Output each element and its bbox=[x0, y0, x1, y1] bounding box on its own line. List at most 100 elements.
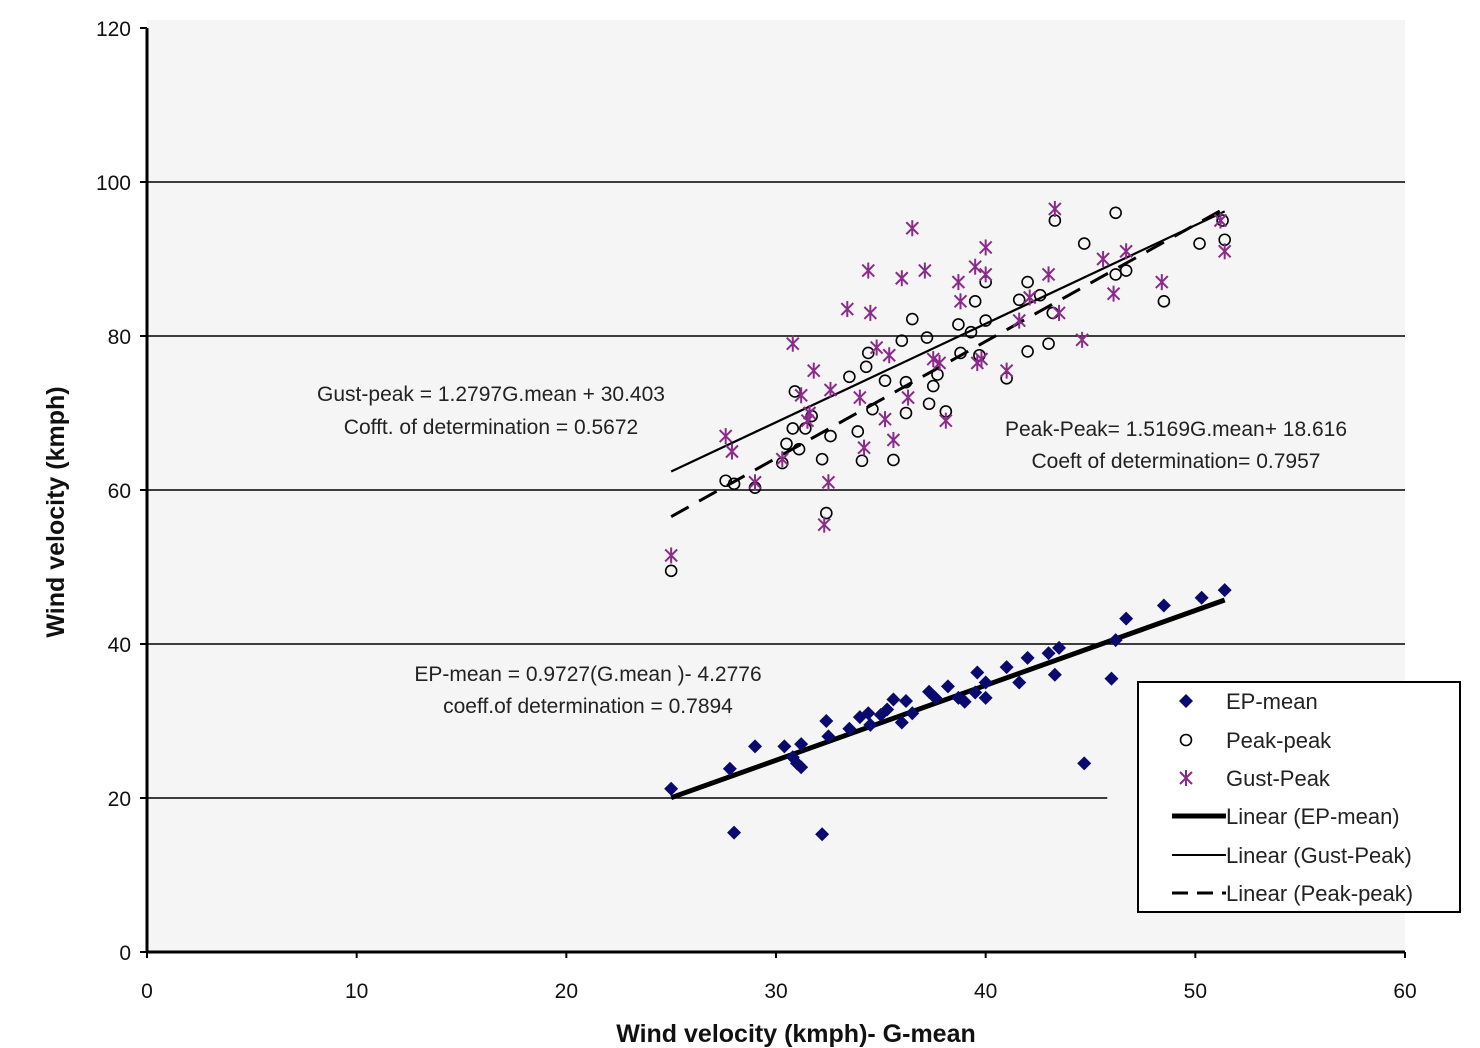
y-tick-label: 20 bbox=[108, 788, 131, 811]
ep-mean-point bbox=[999, 660, 1014, 675]
gust-peak-point bbox=[725, 443, 739, 460]
gust-peak-point bbox=[901, 389, 915, 406]
y-tick-labels: 0 20 40 60 80 100 120 bbox=[96, 18, 147, 965]
gust-peak-point bbox=[794, 387, 808, 404]
ep-mean-point bbox=[664, 781, 679, 796]
ep-mean-point bbox=[905, 706, 920, 721]
ep-mean-point bbox=[978, 690, 993, 705]
ep-mean-point bbox=[1077, 756, 1092, 771]
y-tick-label: 120 bbox=[96, 18, 131, 41]
gust-peak-point bbox=[857, 439, 871, 456]
gust-peak-point bbox=[775, 451, 789, 468]
peak-peak-point bbox=[1216, 214, 1229, 227]
gust-peak-point bbox=[953, 293, 968, 310]
legend-label-peak-peak: Peak-peak bbox=[1226, 728, 1332, 753]
legend-label-linear-gust-peak: Linear (Gust-Peak) bbox=[1226, 843, 1412, 868]
peak-peak-point bbox=[786, 422, 800, 435]
legend-box bbox=[1137, 681, 1461, 913]
ep-mean-point bbox=[748, 739, 763, 754]
gridlines bbox=[147, 181, 1405, 799]
x-tick-label: 0 bbox=[141, 980, 153, 1003]
gust-peak-point bbox=[853, 389, 867, 406]
x-tick-label: 30 bbox=[764, 980, 787, 1003]
peak-peak-point bbox=[954, 346, 967, 360]
ep-mean-point bbox=[940, 679, 955, 694]
gust-peak-point bbox=[807, 362, 821, 379]
gust-peak-point bbox=[882, 347, 896, 364]
gust-peak-point bbox=[1022, 289, 1037, 306]
ep-mean-point bbox=[722, 761, 737, 776]
y-axis-title: Wind velocity (kmph) bbox=[42, 386, 70, 637]
ep-mean-point bbox=[794, 760, 809, 775]
ep-mean-point bbox=[815, 827, 830, 842]
gust-peak-point bbox=[748, 474, 762, 491]
ep-mean-point bbox=[861, 706, 876, 721]
peak-peak-point bbox=[1033, 288, 1047, 302]
peak-peak-point bbox=[926, 379, 940, 393]
gust-peak-point bbox=[1041, 266, 1056, 283]
ep-mean-point bbox=[1020, 650, 1035, 665]
peak-peak-point bbox=[968, 295, 982, 308]
peak-peak-point bbox=[792, 442, 806, 456]
peak-peak-point bbox=[820, 506, 833, 520]
gust-peak-point bbox=[918, 262, 932, 279]
x-tick-labels: 0 10 20 30 40 50 60 bbox=[141, 952, 1417, 1003]
peak-peak-point bbox=[920, 331, 934, 344]
x-tick-label: 40 bbox=[974, 980, 997, 1003]
gust-peak-equation: Gust-peak = 1.2797G.mean + 30.403 bbox=[317, 383, 665, 406]
legend-label-linear-ep-mean: Linear (EP-mean) bbox=[1226, 804, 1400, 829]
gust-peak-point bbox=[802, 405, 817, 421]
ep-mean-point bbox=[1194, 590, 1209, 605]
legend-marker-ep-mean bbox=[1179, 694, 1193, 708]
peak-peak-point bbox=[855, 454, 869, 468]
peak-peak-point bbox=[905, 312, 919, 326]
gust-peak-point bbox=[786, 335, 800, 352]
gust-peak-point bbox=[840, 301, 854, 318]
gust-peak-point bbox=[939, 412, 953, 429]
peak-peak-point bbox=[1157, 295, 1171, 308]
gust-peak-point bbox=[1106, 285, 1121, 302]
ep-mean-point bbox=[1047, 667, 1062, 682]
peak-peak-point bbox=[899, 406, 913, 420]
peak-peak-point bbox=[719, 474, 732, 488]
peak-peak-point bbox=[1021, 275, 1034, 289]
peak-peak-point bbox=[1119, 264, 1133, 277]
gust-peak-point bbox=[878, 411, 892, 428]
legend-marker-gust-peak bbox=[1179, 770, 1193, 786]
peak-peak-point bbox=[866, 402, 879, 416]
ep-mean-point bbox=[970, 665, 985, 680]
peak-peak-point bbox=[887, 453, 900, 467]
peak-peak-point bbox=[1012, 293, 1026, 307]
peak-peak-point bbox=[859, 360, 873, 374]
ep-mean-point bbox=[1052, 640, 1067, 655]
gust-peak-point bbox=[823, 381, 838, 398]
gust-peak-point bbox=[1096, 251, 1110, 267]
peak-peak-point bbox=[952, 318, 965, 331]
ep-mean-point bbox=[1156, 598, 1171, 613]
peak-peak-point bbox=[964, 325, 978, 339]
trendline-linear-gust-peak bbox=[670, 210, 1226, 473]
gust-peak-point bbox=[905, 220, 919, 237]
gust-peak-point bbox=[1119, 243, 1133, 260]
ep-mean-point bbox=[978, 675, 993, 690]
x-tick-label: 20 bbox=[555, 980, 578, 1003]
peak-peak-point bbox=[931, 368, 944, 381]
peak-peak-point bbox=[815, 452, 829, 466]
ep-mean-point bbox=[1108, 633, 1123, 648]
gust-peak-point bbox=[932, 354, 947, 371]
ep-mean-point bbox=[819, 714, 834, 728]
peak-peak-point bbox=[979, 314, 992, 327]
ep-mean-point bbox=[957, 694, 972, 709]
gust-peak-point bbox=[999, 362, 1014, 379]
peak-peak-point bbox=[899, 375, 913, 389]
gust-peak-point bbox=[926, 351, 940, 368]
gust-peak-point bbox=[863, 304, 878, 321]
peak-peak-point bbox=[824, 429, 837, 443]
peak-peak-point bbox=[1109, 206, 1122, 220]
legend-label-gust-peak: Gust-Peak bbox=[1226, 766, 1331, 791]
gust-peak-determination: Cofft. of determination = 0.5672 bbox=[344, 416, 638, 439]
gust-peak-point bbox=[869, 339, 884, 356]
gust-peak-point bbox=[1075, 331, 1089, 348]
ep-mean-point bbox=[1104, 671, 1119, 686]
gust-peak-point bbox=[1155, 274, 1169, 291]
